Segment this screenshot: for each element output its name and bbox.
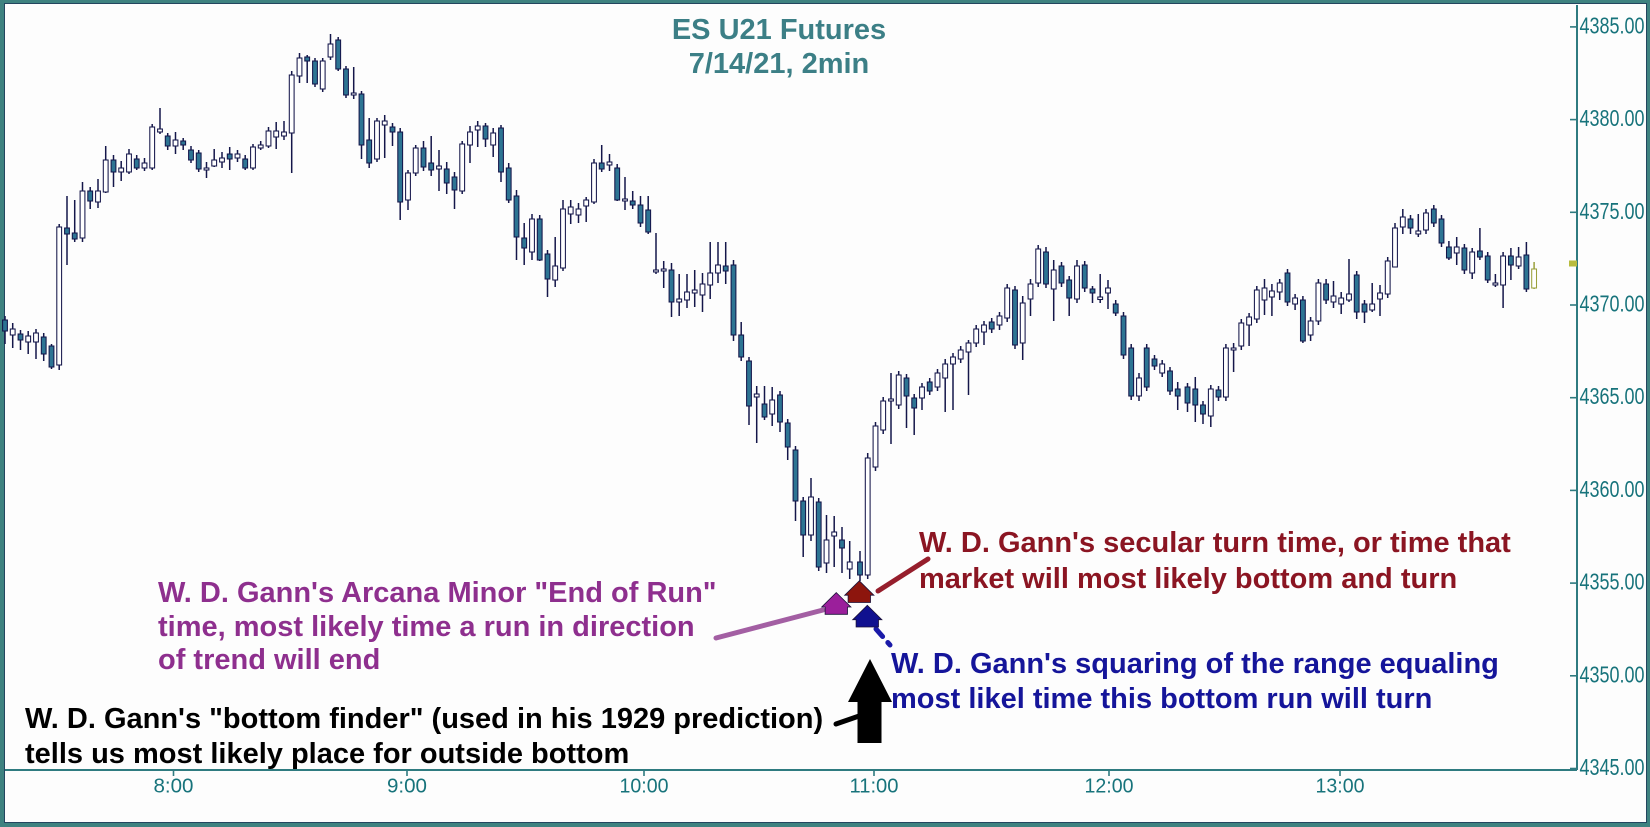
svg-text:11:00: 11:00 [850, 776, 899, 798]
svg-text:8:00: 8:00 [154, 776, 194, 798]
svg-text:4350.00: 4350.00 [1580, 661, 1645, 687]
svg-text:4375.00: 4375.00 [1580, 198, 1645, 224]
svg-text:9:00: 9:00 [387, 776, 427, 798]
svg-text:4365.00: 4365.00 [1580, 383, 1645, 409]
svg-text:12:00: 12:00 [1085, 776, 1134, 798]
svg-text:10:00: 10:00 [620, 776, 669, 798]
svg-text:4355.00: 4355.00 [1580, 569, 1645, 595]
svg-text:4385.00: 4385.00 [1580, 12, 1645, 38]
svg-text:4360.00: 4360.00 [1580, 476, 1645, 502]
svg-text:4380.00: 4380.00 [1580, 105, 1645, 131]
svg-text:4345.00: 4345.00 [1580, 754, 1645, 780]
svg-text:4370.00: 4370.00 [1580, 291, 1645, 317]
svg-text:13:00: 13:00 [1316, 776, 1365, 798]
